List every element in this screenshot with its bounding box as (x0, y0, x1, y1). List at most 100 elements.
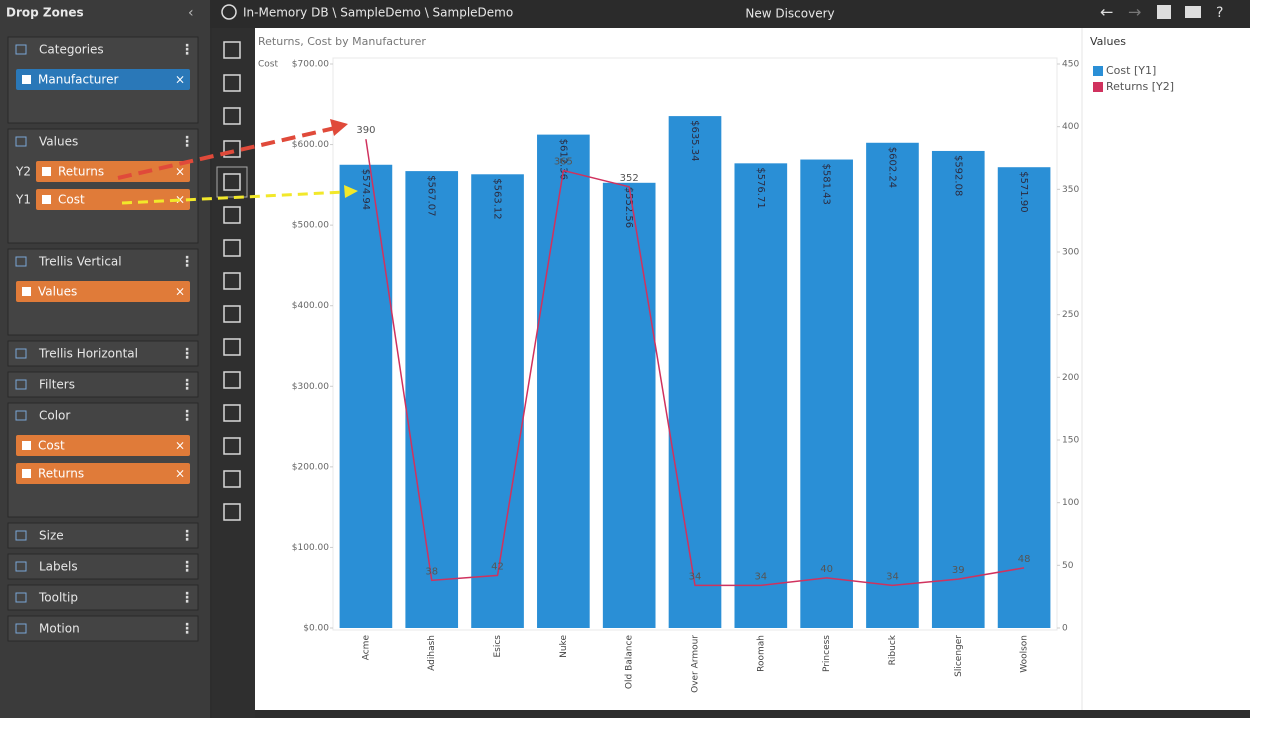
help-button[interactable]: ? (1216, 5, 1223, 21)
x-tick-label: Princess (822, 635, 832, 672)
bar-value-label: $602.24 (886, 147, 897, 188)
zone-menu[interactable]: ⋮ (180, 254, 194, 270)
collapse-button[interactable]: ‹ (188, 5, 194, 21)
chip-label: Cost (58, 193, 85, 207)
back-button[interactable]: ← (1100, 3, 1113, 22)
zone-menu[interactable]: ⋮ (180, 559, 194, 575)
zone-label: Filters (39, 378, 75, 392)
tool-icon[interactable] (223, 74, 241, 92)
bar-value-label: $552.56 (623, 187, 634, 228)
tool-icon[interactable] (223, 41, 241, 59)
tool-icon[interactable] (223, 107, 241, 125)
chip-remove[interactable]: × (175, 439, 185, 453)
drop-zone (7, 128, 199, 244)
tool-icon[interactable] (223, 272, 241, 290)
zone-menu[interactable]: ⋮ (180, 42, 194, 58)
zone-icon (15, 348, 27, 359)
drop-zone (7, 340, 199, 367)
bar[interactable] (602, 182, 656, 629)
tool-icon[interactable] (223, 206, 241, 224)
tool-icon[interactable] (223, 239, 241, 257)
chip-remove[interactable]: × (175, 73, 185, 87)
x-tick-label: Ribuck (888, 634, 898, 665)
bar-value-label: $635.34 (689, 120, 700, 161)
bar[interactable] (800, 159, 853, 628)
zone-menu[interactable]: ⋮ (180, 377, 194, 393)
legend-label[interactable]: Cost [Y1] (1106, 64, 1156, 77)
line-value-label: 390 (356, 125, 375, 136)
field-chip[interactable] (16, 463, 190, 484)
bar[interactable] (668, 116, 722, 629)
zone-menu[interactable]: ⋮ (180, 590, 194, 606)
tool-selected (216, 166, 248, 198)
tool-icon[interactable] (223, 305, 241, 323)
chart-title: Returns, Cost by Manufacturer (258, 35, 426, 48)
info-icon[interactable] (221, 4, 237, 20)
legend-title: Values (1090, 35, 1126, 48)
y-tick-label: $400.00 (292, 301, 329, 311)
bar[interactable] (997, 167, 1051, 628)
field-chip[interactable] (16, 69, 190, 90)
bar[interactable] (931, 150, 985, 628)
tool-icon[interactable] (223, 503, 241, 521)
legend-label[interactable]: Returns [Y2] (1106, 80, 1174, 93)
bar-value-label: $581.43 (821, 164, 832, 205)
zone-label: Color (39, 409, 70, 423)
chart-toolbar (212, 28, 255, 718)
line-value-label: 42 (491, 561, 504, 572)
bar[interactable] (866, 142, 919, 628)
forward-button[interactable]: → (1128, 3, 1141, 22)
zone-label: Labels (39, 560, 78, 574)
tool-icon[interactable] (223, 140, 241, 158)
tool-icon[interactable] (223, 437, 241, 455)
chip-icon (22, 441, 31, 450)
legend-swatch (1093, 66, 1103, 76)
chip-remove[interactable]: × (175, 285, 185, 299)
field-chip[interactable] (36, 161, 190, 182)
tool-icon[interactable] (223, 404, 241, 422)
drop-zone (7, 522, 199, 549)
bar[interactable] (734, 163, 788, 628)
line-value-label: 38 (425, 566, 438, 577)
chip-remove[interactable]: × (175, 193, 185, 207)
x-tick-label: Esics (493, 635, 503, 658)
bar[interactable] (537, 134, 590, 628)
save-button[interactable] (1157, 5, 1171, 19)
legend-swatch (1093, 82, 1103, 92)
drop-zone (7, 584, 199, 611)
y2-tick-label: 150 (1062, 436, 1079, 446)
chip-label: Returns (58, 165, 104, 179)
chip-label: Values (38, 285, 77, 299)
tool-icon[interactable] (223, 338, 241, 356)
red-arrowhead (330, 119, 348, 136)
tool-icon[interactable] (223, 371, 241, 389)
zone-menu[interactable]: ⋮ (180, 346, 194, 362)
field-chip[interactable] (16, 281, 190, 302)
y2-tick-label: 100 (1062, 498, 1079, 508)
line-value-label: 352 (620, 173, 639, 184)
zone-menu[interactable]: ⋮ (180, 528, 194, 544)
chip-remove[interactable]: × (175, 165, 185, 179)
drop-zone (7, 615, 199, 642)
y-tick-label: $700.00 (292, 60, 329, 70)
sidebar-title: Drop Zones (6, 6, 84, 20)
zone-label: Size (39, 529, 64, 543)
field-chip[interactable] (36, 189, 190, 210)
line-value-label: 48 (1018, 554, 1031, 565)
axis-tag: Y1 (15, 193, 31, 207)
chip-icon (42, 195, 51, 204)
zone-icon (15, 530, 27, 541)
field-chip[interactable] (16, 435, 190, 456)
bar[interactable] (405, 171, 459, 628)
bar[interactable] (339, 164, 393, 628)
zone-menu[interactable]: ⋮ (180, 621, 194, 637)
tool-icon[interactable] (223, 470, 241, 488)
zone-menu[interactable]: ⋮ (180, 408, 194, 424)
bar[interactable] (471, 174, 524, 628)
print-button[interactable] (1185, 6, 1201, 18)
chip-label: Cost (38, 439, 65, 453)
chip-remove[interactable]: × (175, 467, 185, 481)
tool-icon[interactable] (223, 173, 241, 191)
bar-value-label: $612.36 (557, 139, 568, 180)
zone-menu[interactable]: ⋮ (180, 134, 194, 150)
